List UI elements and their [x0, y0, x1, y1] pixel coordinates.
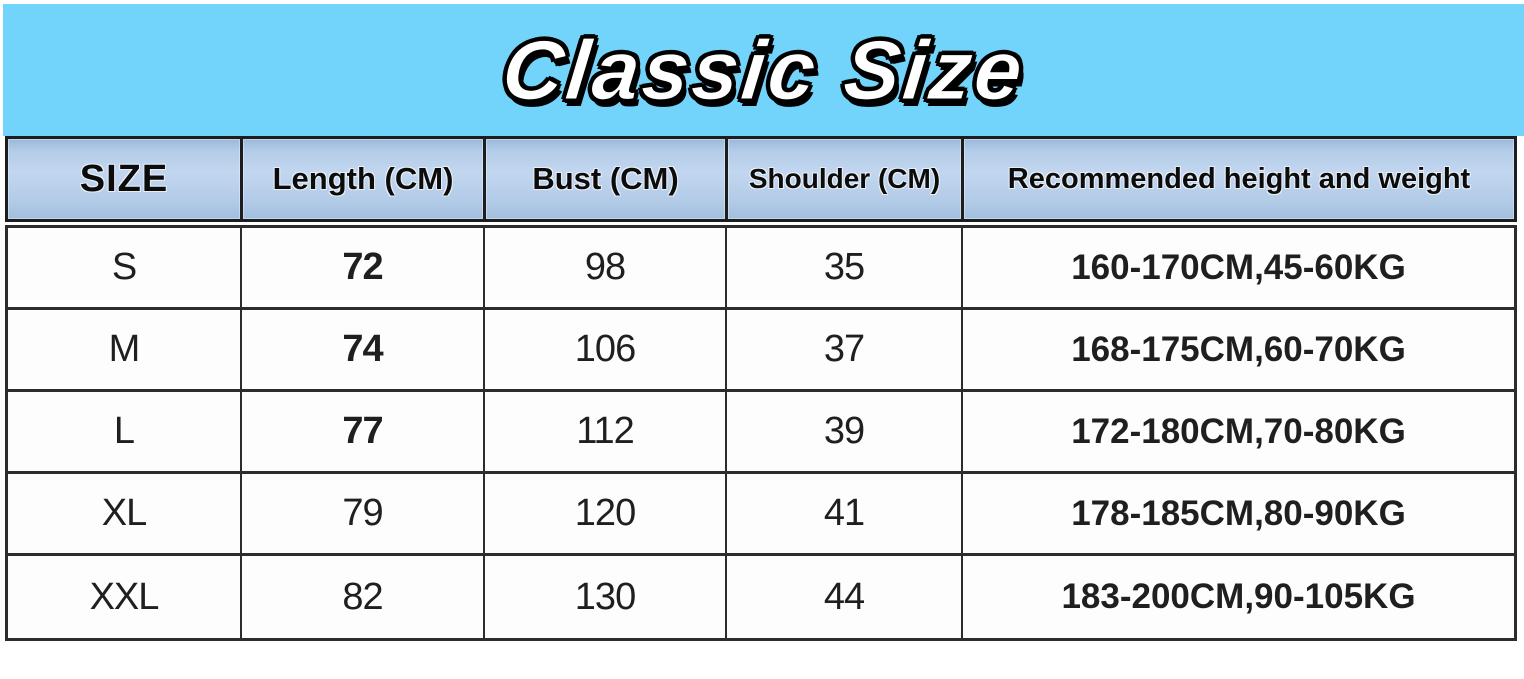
cell-bust: 120	[483, 474, 725, 553]
title-banner: Classic Size	[3, 4, 1524, 136]
cell-shoulder: 44	[725, 556, 961, 638]
cell-shoulder: 35	[725, 228, 961, 307]
page-title: Classic Size	[497, 22, 1030, 117]
cell-length: 72	[240, 228, 483, 307]
cell-recommend: 168-175CM,60-70KG	[961, 310, 1514, 389]
table-body: S 72 98 35 160-170CM,45-60KG M 74 106 37…	[5, 225, 1517, 641]
column-header-recommend: Recommended height and weight	[961, 139, 1514, 219]
table-header-row: SIZE Length (CM) Bust (CM) Shoulder (CM)…	[5, 136, 1517, 222]
column-header-size: SIZE	[8, 139, 240, 219]
cell-size: S	[111, 246, 137, 288]
cell-shoulder: 41	[725, 474, 961, 553]
cell-length: 77	[240, 392, 483, 471]
cell-size: L	[113, 410, 135, 452]
cell-shoulder: 37	[725, 310, 961, 389]
table-row-xxl: XXL 82 130 44 183-200CM,90-105KG	[8, 556, 1514, 638]
table-row-m: M 74 106 37 168-175CM,60-70KG	[8, 310, 1514, 392]
cell-bust: 106	[483, 310, 725, 389]
cell-bust: 130	[483, 556, 725, 638]
table-row-l: L 77 112 39 172-180CM,70-80KG	[8, 392, 1514, 474]
column-header-length: Length (CM)	[240, 139, 483, 219]
cell-length: 79	[240, 474, 483, 553]
cell-size: XXL	[89, 575, 160, 618]
cell-shoulder: 39	[725, 392, 961, 471]
table-row-s: S 72 98 35 160-170CM,45-60KG	[8, 228, 1514, 310]
cell-length: 74	[240, 310, 483, 389]
size-chart-table: SIZE Length (CM) Bust (CM) Shoulder (CM)…	[5, 136, 1517, 641]
cell-recommend: 178-185CM,80-90KG	[961, 474, 1514, 553]
table-row-xl: XL 79 120 41 178-185CM,80-90KG	[8, 474, 1514, 556]
column-header-shoulder: Shoulder (CM)	[725, 139, 961, 219]
cell-size: M	[108, 328, 141, 370]
cell-length: 82	[240, 556, 483, 638]
cell-bust: 98	[483, 228, 725, 307]
cell-bust: 112	[483, 392, 725, 471]
cell-recommend: 160-170CM,45-60KG	[961, 228, 1514, 307]
cell-recommend: 183-200CM,90-105KG	[961, 556, 1514, 638]
column-header-bust: Bust (CM)	[483, 139, 725, 219]
cell-size: XL	[101, 492, 147, 534]
cell-recommend: 172-180CM,70-80KG	[961, 392, 1514, 471]
